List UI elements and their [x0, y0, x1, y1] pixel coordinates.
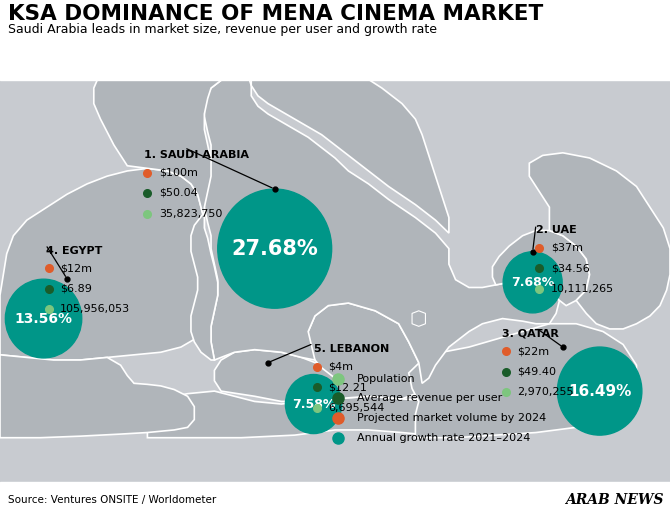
Text: $4m: $4m [328, 362, 353, 372]
Bar [0, 0, 670, 80]
Text: $34.56: $34.56 [551, 263, 590, 273]
Text: 105,956,053: 105,956,053 [60, 305, 131, 314]
Text: 35,823,750: 35,823,750 [159, 209, 222, 219]
Polygon shape [409, 324, 636, 438]
Text: $100m: $100m [159, 168, 198, 178]
Bar [0, 80, 670, 482]
Text: 10,111,265: 10,111,265 [551, 284, 614, 294]
Ellipse shape [285, 375, 342, 434]
Text: 3. QATAR: 3. QATAR [502, 329, 559, 339]
Ellipse shape [557, 347, 642, 435]
Polygon shape [204, 75, 559, 383]
Ellipse shape [503, 252, 562, 313]
Text: 5. LEBANON: 5. LEBANON [314, 344, 389, 354]
Polygon shape [529, 153, 670, 329]
Text: 6,695,544: 6,695,544 [328, 403, 385, 413]
Polygon shape [412, 311, 425, 326]
Text: Population: Population [357, 373, 415, 384]
Polygon shape [214, 350, 335, 401]
Bar [0, 482, 670, 518]
Text: ARAB NEWS: ARAB NEWS [565, 493, 663, 507]
Polygon shape [94, 34, 238, 220]
Text: 7.58%: 7.58% [292, 397, 335, 411]
Polygon shape [492, 231, 590, 306]
Text: 2. UAE: 2. UAE [536, 225, 577, 235]
Text: Annual growth rate 2021–2024: Annual growth rate 2021–2024 [357, 433, 531, 443]
Text: Source: Ventures ONSITE / Worldometer: Source: Ventures ONSITE / Worldometer [8, 495, 216, 505]
Text: $49.40: $49.40 [517, 367, 556, 377]
Ellipse shape [5, 279, 82, 358]
Polygon shape [251, 54, 449, 233]
Text: $12m: $12m [60, 264, 92, 274]
Ellipse shape [218, 189, 332, 308]
Polygon shape [191, 212, 218, 360]
Polygon shape [0, 355, 194, 438]
Polygon shape [0, 168, 211, 360]
Text: $37m: $37m [551, 243, 583, 253]
Text: 1. SAUDI ARABIA: 1. SAUDI ARABIA [144, 150, 249, 160]
Text: $22m: $22m [517, 347, 549, 356]
Text: 2,970,255: 2,970,255 [517, 387, 574, 397]
Text: $6.89: $6.89 [60, 284, 92, 294]
Text: 16.49%: 16.49% [568, 384, 631, 398]
Text: 27.68%: 27.68% [231, 239, 318, 258]
Text: $12.21: $12.21 [328, 382, 367, 392]
Text: Average revenue per user: Average revenue per user [357, 393, 502, 404]
Text: Projected market volume by 2024: Projected market volume by 2024 [357, 413, 546, 423]
Polygon shape [308, 303, 422, 399]
Text: 7.68%: 7.68% [511, 276, 554, 289]
Text: Saudi Arabia leads in market size, revenue per user and growth rate: Saudi Arabia leads in market size, reven… [8, 23, 437, 36]
Text: KSA DOMINANCE OF MENA CINEMA MARKET: KSA DOMINANCE OF MENA CINEMA MARKET [8, 4, 543, 24]
Polygon shape [147, 391, 456, 438]
Text: 4. EGYPT: 4. EGYPT [46, 246, 102, 256]
Text: $50.04: $50.04 [159, 188, 198, 198]
Text: 13.56%: 13.56% [15, 311, 72, 326]
